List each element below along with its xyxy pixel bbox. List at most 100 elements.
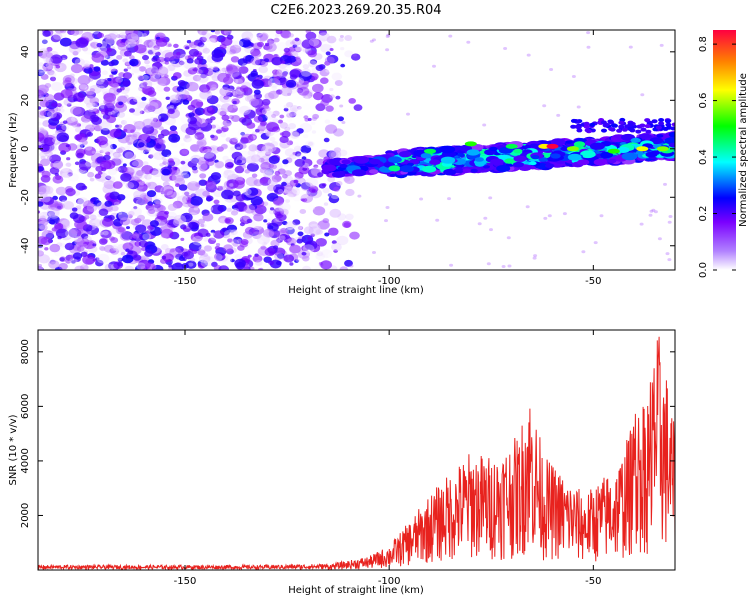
spectrogram-cell bbox=[525, 205, 530, 209]
spectrogram-cell bbox=[116, 55, 123, 60]
spectrogram-cell bbox=[42, 30, 51, 37]
spectrogram-cell bbox=[41, 39, 48, 45]
spectrogram-cell bbox=[93, 85, 101, 90]
spectrogram-cell bbox=[261, 145, 273, 155]
spectrogram-cell bbox=[236, 146, 241, 150]
spectrogram-cell bbox=[186, 199, 192, 203]
spectrogram-cell bbox=[205, 38, 217, 47]
spectrogram-cell bbox=[244, 45, 254, 54]
spectrogram-cell bbox=[246, 250, 251, 254]
spectrogram-cell bbox=[245, 186, 250, 190]
spectrogram-cell bbox=[206, 95, 219, 105]
spectrogram-cell bbox=[146, 65, 159, 75]
spectrogram-cell bbox=[137, 214, 145, 221]
spectrogram-cell bbox=[172, 72, 182, 79]
spectrogram-cell bbox=[344, 175, 355, 184]
spectrogram-cell bbox=[142, 125, 155, 135]
spectrogram-cell bbox=[129, 108, 135, 113]
spectrogram-cell bbox=[294, 145, 302, 152]
spectrogram-cell bbox=[447, 197, 451, 201]
spectrogram-cell bbox=[339, 266, 348, 270]
spectrogram-cell bbox=[131, 66, 141, 73]
spectrogram-cell bbox=[293, 179, 299, 184]
spectrogram-cell bbox=[101, 70, 108, 75]
spectrogram-cell bbox=[76, 198, 84, 205]
spectrogram-cell bbox=[241, 31, 254, 41]
spectrogram-cell bbox=[95, 135, 108, 146]
spectrogram-cell bbox=[285, 39, 296, 48]
spectrogram-cell bbox=[128, 210, 135, 217]
spectrogram-cell bbox=[337, 116, 344, 122]
spectrogram-cell bbox=[96, 32, 105, 39]
spectrogram-cell bbox=[482, 123, 487, 127]
spectrogram-cell bbox=[149, 116, 157, 123]
spectrogram-cell bbox=[399, 165, 414, 173]
spectrogram-cell bbox=[115, 167, 121, 172]
spectrogram-cell bbox=[279, 114, 285, 119]
spectrogram-cell bbox=[43, 137, 55, 146]
spectrogram-cell bbox=[202, 190, 210, 197]
spectrogram-cell bbox=[81, 60, 91, 68]
spectrogram-cell bbox=[41, 170, 51, 178]
spectrogram-cell bbox=[281, 205, 287, 210]
spectrogram-cell bbox=[219, 44, 227, 50]
spectrogram-cell bbox=[104, 263, 114, 270]
colorbar-tick-label: 0.6 bbox=[698, 93, 709, 109]
spectrogram-cell bbox=[136, 170, 144, 177]
spectrogram-cell bbox=[531, 155, 540, 160]
spectrogram-cell bbox=[149, 220, 159, 228]
spectrogram-cell bbox=[214, 161, 224, 169]
spectrogram-cell bbox=[77, 75, 91, 85]
spectrogram-cell bbox=[259, 267, 264, 270]
spectrogram-cell bbox=[233, 40, 244, 48]
spectrogram-cell bbox=[239, 143, 247, 149]
spectrogram-cell bbox=[344, 50, 354, 58]
spectrogram-cell bbox=[210, 204, 224, 215]
spectrogram-cell bbox=[305, 140, 315, 148]
spectrogram-cell bbox=[250, 57, 261, 66]
spectrogram-cell bbox=[419, 197, 424, 201]
spectrogram-cell bbox=[75, 182, 86, 191]
spectrogram-cell bbox=[71, 57, 81, 64]
spectrogram-cell bbox=[671, 122, 675, 127]
spectrogram-cell bbox=[651, 119, 658, 124]
spectrogram-cell bbox=[173, 214, 187, 225]
spectrogram-cell bbox=[50, 54, 63, 64]
spectrogram-cell bbox=[288, 46, 296, 53]
spectrogram-cell bbox=[120, 120, 127, 125]
spectrogram-cell bbox=[238, 66, 249, 74]
spectrogram-cell bbox=[163, 86, 171, 92]
spectrogram-cell bbox=[61, 124, 70, 131]
spectrogram-cell bbox=[110, 110, 116, 115]
spectrogram-cell bbox=[344, 35, 353, 41]
spectrogram-cell bbox=[219, 218, 227, 224]
spectrogram-cell bbox=[118, 211, 130, 221]
spectrogram-cell bbox=[59, 256, 67, 263]
spectrogram-cell bbox=[388, 165, 401, 172]
spectrogram-cell bbox=[101, 144, 114, 154]
x-tick-label: -150 bbox=[174, 576, 197, 587]
spectrogram-cell bbox=[147, 181, 158, 190]
spectrogram-cell bbox=[268, 260, 274, 265]
spectrogram-cell bbox=[157, 113, 169, 122]
spectrogram-cell bbox=[102, 230, 109, 236]
spectrogram-cell bbox=[466, 40, 471, 44]
spectrogram-cell bbox=[529, 161, 537, 166]
spectrogram-cell bbox=[182, 225, 192, 232]
spectrogram-cell bbox=[284, 62, 292, 68]
spectrogram-cell bbox=[167, 203, 178, 211]
spectrogram-cell bbox=[233, 180, 245, 189]
spectrogram-cell bbox=[122, 163, 127, 167]
spectrogram-cell bbox=[180, 237, 185, 241]
spectrogram-cell bbox=[523, 144, 532, 149]
spectrogram-cell bbox=[49, 243, 61, 253]
spectrogram-cell bbox=[286, 113, 293, 118]
spectrogram-cell bbox=[211, 84, 217, 89]
spectrogram-cell bbox=[449, 263, 454, 267]
spectrogram-cell bbox=[218, 185, 225, 191]
spectrogram-cell bbox=[223, 95, 229, 100]
spectrogram-cell bbox=[161, 168, 171, 176]
spectrogram-cell bbox=[91, 219, 104, 229]
spectrogram-cell bbox=[214, 245, 221, 251]
spectrogram-cell bbox=[244, 115, 249, 119]
